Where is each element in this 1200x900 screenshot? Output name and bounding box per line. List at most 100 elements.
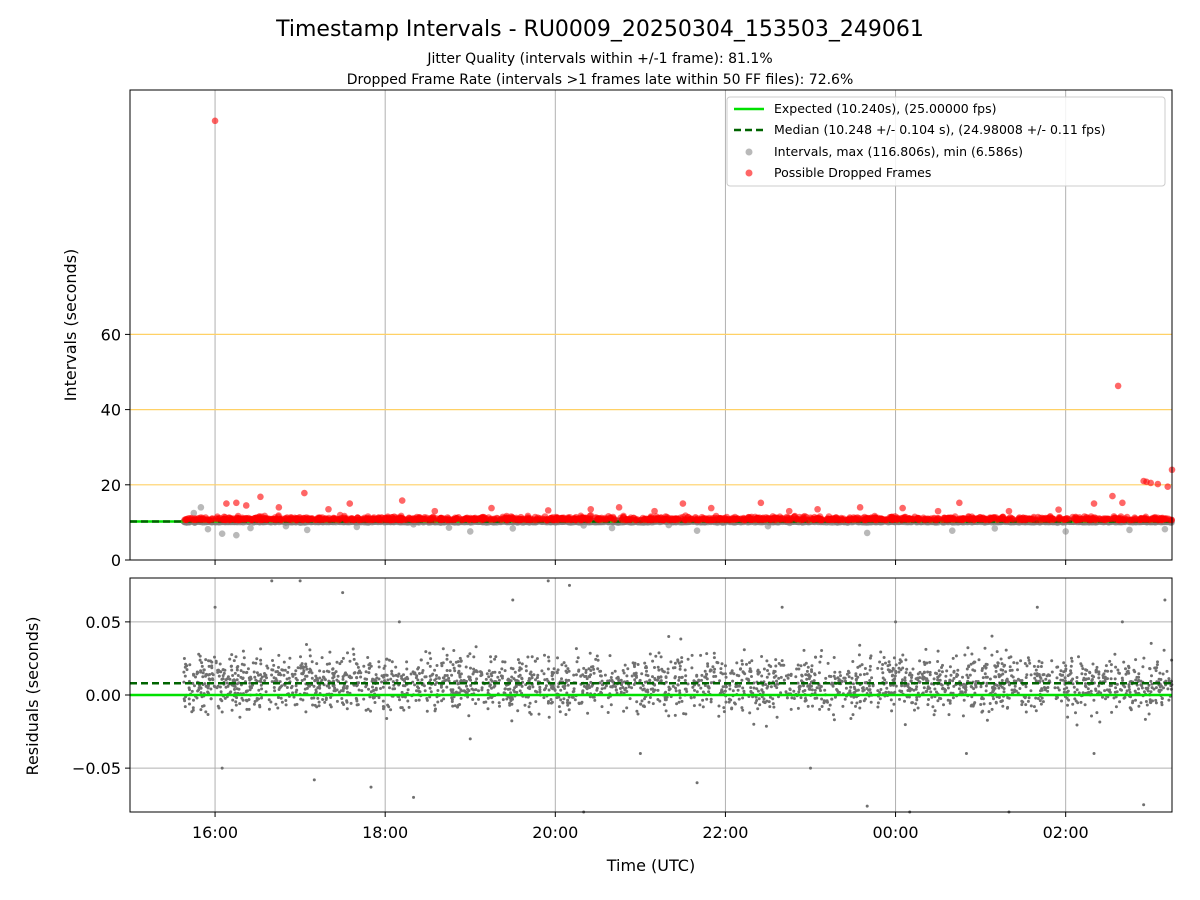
dropped-frame-point bbox=[504, 515, 511, 523]
residual-point bbox=[740, 678, 744, 682]
residual-point bbox=[1020, 703, 1024, 707]
residual-point bbox=[556, 656, 559, 660]
dropped-frame-point bbox=[350, 516, 357, 524]
top-y-tick-label: 40 bbox=[101, 401, 121, 420]
residual-point bbox=[847, 675, 851, 679]
dropped-frame-point bbox=[587, 505, 595, 513]
residual-point bbox=[988, 677, 992, 681]
dropped-frame-point bbox=[813, 514, 821, 522]
dropped-frame-point bbox=[930, 514, 938, 522]
residual-point bbox=[182, 680, 186, 684]
residual-point bbox=[903, 679, 907, 682]
dropped-frame-point bbox=[244, 515, 252, 523]
interval-point bbox=[1126, 526, 1133, 534]
dropped-frame-point bbox=[209, 516, 217, 523]
top-y-tick-label: 0 bbox=[111, 551, 121, 570]
dropped-frame-point bbox=[1154, 516, 1162, 524]
residual-point bbox=[259, 647, 263, 651]
dropped-frame-point bbox=[524, 516, 531, 524]
interval-point bbox=[197, 504, 205, 511]
dropped-frame-point bbox=[856, 504, 864, 511]
dropped-frame-point bbox=[956, 499, 963, 507]
dropped-frame-point bbox=[679, 500, 687, 507]
interval-point bbox=[466, 528, 474, 535]
dropped-frame-point bbox=[700, 515, 707, 523]
residual-point bbox=[956, 668, 960, 672]
residual-point bbox=[851, 682, 855, 686]
interval-point bbox=[693, 527, 701, 534]
dropped-frame-point bbox=[1160, 515, 1168, 523]
interval-point bbox=[863, 529, 871, 537]
dropped-frame-point bbox=[364, 513, 372, 520]
dropped-frame-point bbox=[1143, 478, 1150, 486]
dropped-frame-point bbox=[1035, 516, 1042, 524]
dropped-frame-point bbox=[488, 504, 495, 512]
residual-point bbox=[407, 705, 411, 709]
residual-point bbox=[474, 645, 478, 649]
residual-point bbox=[794, 675, 798, 679]
dropped-frame-point bbox=[795, 516, 803, 523]
residual-point bbox=[857, 653, 861, 657]
residual-point bbox=[232, 659, 236, 663]
residual-point bbox=[850, 676, 854, 680]
residual-point bbox=[890, 709, 894, 713]
interval-point bbox=[233, 531, 240, 539]
residual-point bbox=[1001, 704, 1005, 708]
dropped-frame-point bbox=[785, 507, 793, 515]
dropped-frame-point bbox=[491, 516, 498, 523]
residual-point bbox=[712, 656, 716, 660]
residual-point bbox=[625, 706, 629, 710]
residual-point bbox=[1025, 673, 1029, 677]
residual-point bbox=[1144, 700, 1148, 703]
residual-point bbox=[304, 710, 308, 714]
residual-point bbox=[741, 696, 745, 700]
dropped-frame-point bbox=[181, 516, 188, 524]
residual-point bbox=[246, 667, 250, 671]
dropped-frame-point bbox=[873, 516, 880, 524]
residual-point bbox=[876, 666, 880, 670]
residual-point bbox=[867, 684, 871, 688]
dropped-frame-point bbox=[437, 514, 445, 522]
residual-point bbox=[231, 698, 235, 702]
dropped-frame-point bbox=[445, 515, 452, 522]
dropped-frame-point bbox=[325, 505, 332, 513]
dropped-frame-point bbox=[281, 515, 289, 522]
dropped-frame-point bbox=[915, 516, 922, 523]
dropped-frame-point bbox=[830, 516, 838, 523]
dropped-frame-point bbox=[965, 515, 972, 523]
interval-point bbox=[445, 524, 453, 531]
dropped-frame-point bbox=[851, 516, 859, 523]
interval-point bbox=[1161, 525, 1169, 533]
interval-point bbox=[247, 524, 254, 532]
dropped-frame-point bbox=[1005, 507, 1013, 515]
dropped-frame-point bbox=[427, 515, 434, 523]
residual-point bbox=[623, 663, 627, 667]
residual-point bbox=[435, 664, 439, 667]
residual-point bbox=[1139, 701, 1143, 705]
dropped-frame-point bbox=[566, 515, 573, 523]
residual-point bbox=[190, 710, 194, 714]
dropped-frame-point bbox=[1140, 515, 1147, 522]
dropped-frame-point bbox=[572, 513, 580, 521]
residual-point bbox=[1095, 711, 1099, 715]
dropped-frame-point bbox=[344, 515, 351, 522]
dropped-frame-point bbox=[257, 493, 264, 501]
residual-point bbox=[942, 703, 945, 707]
dropped-frame-point bbox=[222, 515, 229, 523]
dropped-frame-point bbox=[739, 516, 746, 524]
dropped-frame-point bbox=[607, 514, 614, 521]
residual-point bbox=[628, 697, 632, 701]
dropped-frame-point bbox=[275, 504, 283, 511]
chart-subtitle-1: Jitter Quality (intervals within +/-1 fr… bbox=[426, 51, 772, 67]
dropped-frame-point bbox=[431, 507, 439, 515]
interval-point bbox=[991, 525, 999, 532]
dropped-frame-point bbox=[733, 515, 741, 523]
dropped-frame-point bbox=[999, 513, 1007, 521]
dropped-frame-point bbox=[957, 516, 965, 523]
top-y-tick-label: 60 bbox=[101, 325, 121, 344]
dropped-frame-point bbox=[532, 516, 540, 524]
dropped-frame-point bbox=[671, 516, 679, 524]
residual-point bbox=[951, 656, 955, 660]
dropped-frame-point bbox=[1164, 483, 1172, 490]
